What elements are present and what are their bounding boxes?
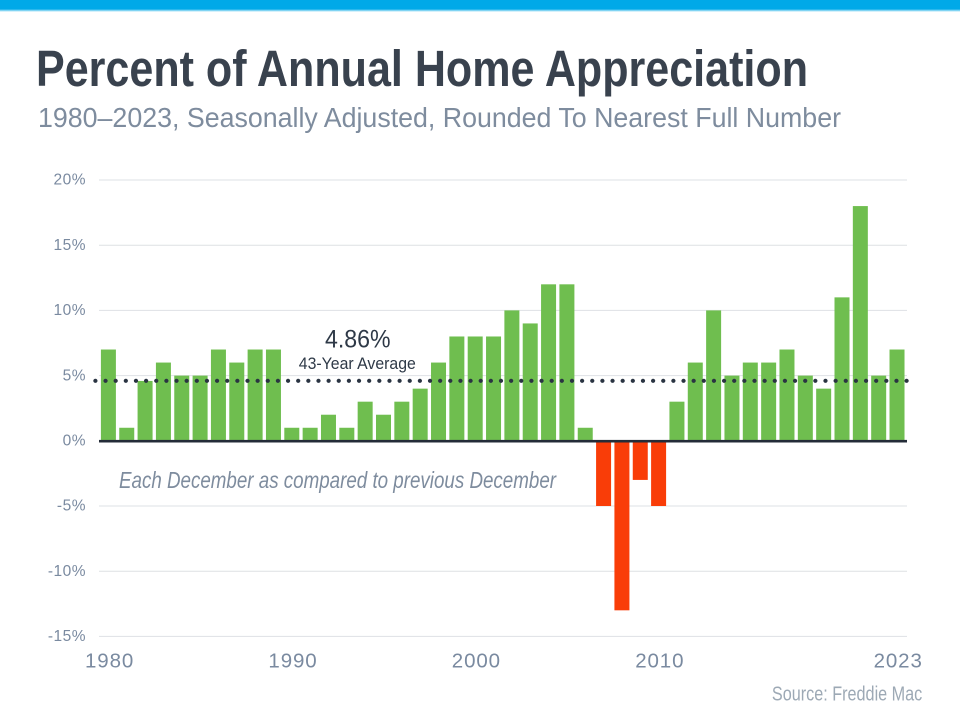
svg-text:20%: 20% bbox=[53, 172, 86, 189]
svg-text:10%: 10% bbox=[53, 302, 86, 319]
svg-text:-10%: -10% bbox=[48, 563, 86, 580]
svg-text:1980: 1980 bbox=[85, 650, 134, 673]
svg-text:2010: 2010 bbox=[635, 650, 684, 673]
svg-text:1990: 1990 bbox=[268, 650, 317, 673]
svg-text:-5%: -5% bbox=[57, 498, 86, 515]
svg-text:15%: 15% bbox=[53, 237, 86, 254]
svg-text:Source: Freddie Mac: Source: Freddie Mac bbox=[772, 684, 922, 706]
svg-text:Percent of Annual Home Appreci: Percent of Annual Home Appreciation bbox=[36, 40, 808, 97]
svg-text:-15%: -15% bbox=[48, 628, 86, 645]
svg-text:Each December as compared to p: Each December as compared to previous De… bbox=[119, 467, 557, 493]
svg-text:0%: 0% bbox=[63, 433, 86, 450]
svg-text:2000: 2000 bbox=[452, 650, 501, 673]
svg-text:43-Year Average: 43-Year Average bbox=[299, 354, 416, 373]
svg-text:1980–2023, Seasonally Adjusted: 1980–2023, Seasonally Adjusted, Rounded … bbox=[38, 102, 841, 133]
svg-text:4.86%: 4.86% bbox=[325, 326, 391, 354]
svg-text:5%: 5% bbox=[63, 367, 86, 384]
svg-text:2023: 2023 bbox=[874, 650, 923, 673]
